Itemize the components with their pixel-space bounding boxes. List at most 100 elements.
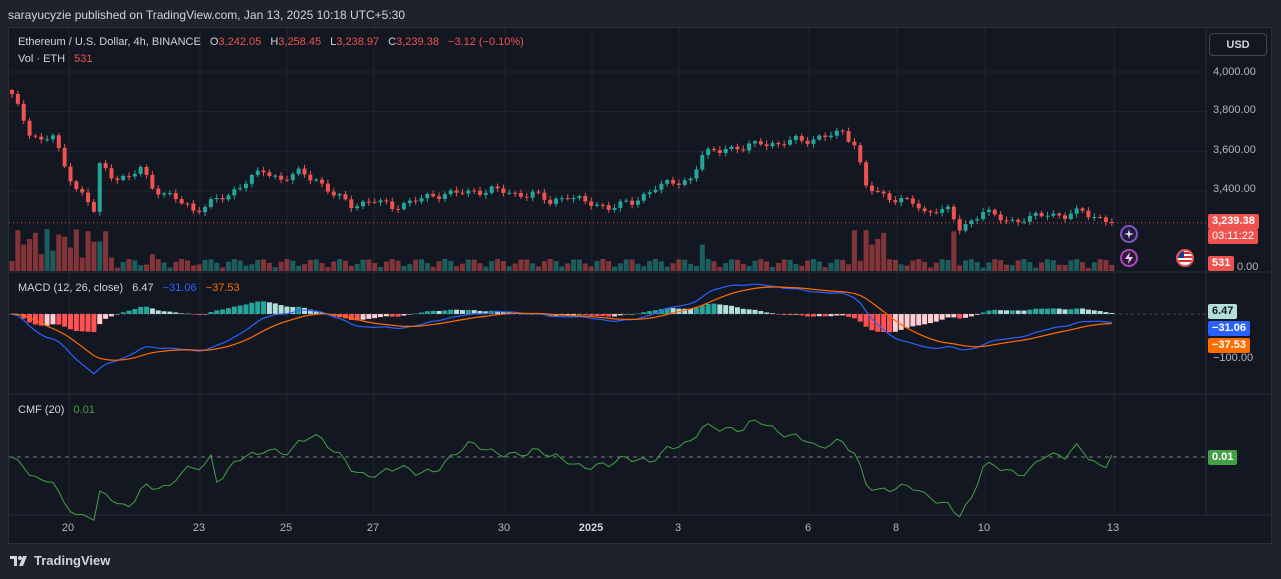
volume-bar <box>957 265 963 271</box>
volume-bar <box>220 267 226 271</box>
candle-body <box>10 90 14 95</box>
macd-label[interactable]: MACD (12, 26, close) <box>18 282 124 294</box>
candle-body <box>15 94 20 104</box>
macd-histogram-bar <box>764 312 770 314</box>
volume-bar <box>465 259 471 271</box>
macd-histogram-bar <box>600 314 606 317</box>
macd-histogram-bar <box>951 314 957 318</box>
volume-bar <box>395 260 401 271</box>
volume-bar <box>214 262 220 271</box>
candle-body <box>86 192 91 203</box>
macd-line-value: −31.06 <box>162 282 197 294</box>
macd-histogram-bar <box>161 311 167 314</box>
volume-bar <box>1062 265 1068 271</box>
candle-body <box>559 198 564 200</box>
candle-body <box>150 174 155 189</box>
symbol-title[interactable]: Ethereum / U.S. Dollar, 4h, BINANCE <box>18 36 201 48</box>
candle-body <box>741 149 746 151</box>
candle-body <box>758 141 763 145</box>
volume-bar <box>1021 259 1027 271</box>
candle-body <box>1027 215 1032 222</box>
currency-button[interactable]: USD <box>1209 33 1267 56</box>
volume-bar <box>547 259 553 271</box>
volume-bar <box>992 259 998 271</box>
volume-bar <box>9 261 15 271</box>
candle-body <box>981 211 986 220</box>
volume-bar <box>1085 267 1091 271</box>
sparkle-icon[interactable] <box>1120 225 1138 243</box>
cmf-value: 0.01 <box>73 404 95 416</box>
cmf-label[interactable]: CMF (20) <box>18 404 65 416</box>
macd-axis-tick: −100.00 <box>1213 352 1254 364</box>
macd-histogram-bar <box>606 314 612 317</box>
macd-histogram-bar <box>366 314 372 319</box>
candle-body <box>518 192 523 197</box>
macd-histogram-bar <box>149 308 155 314</box>
candle-body <box>39 136 44 140</box>
macd-histogram-bar <box>898 314 904 330</box>
volume-bar <box>21 244 27 271</box>
lightning-icon[interactable] <box>1120 249 1138 267</box>
macd-histogram-bar <box>1039 308 1045 314</box>
macd-histogram-bar <box>805 314 811 317</box>
volume-bar <box>945 259 951 271</box>
macd-line-tag: −31.06 <box>1208 321 1250 336</box>
macd-histogram-bar <box>454 309 460 314</box>
candle-body <box>840 130 845 132</box>
macd-histogram-bar <box>828 314 834 317</box>
candle-body <box>513 192 518 194</box>
volume-bar <box>1056 264 1062 271</box>
candle-body <box>50 135 55 140</box>
volume-bar <box>770 267 775 271</box>
volume-bar <box>524 259 530 271</box>
candle-body <box>454 190 459 193</box>
volume-bar <box>313 259 319 271</box>
macd-histogram-bar <box>822 314 828 317</box>
tradingview-logo[interactable]: TradingView <box>10 553 110 568</box>
volume-bar <box>857 260 863 271</box>
macd-histogram-bar <box>1056 308 1062 314</box>
volume-bar <box>325 267 331 271</box>
volume-bar <box>1044 259 1050 271</box>
us-flag-icon[interactable] <box>1176 249 1194 267</box>
volume-bar <box>606 261 612 271</box>
open-key: O <box>209 36 219 48</box>
volume-bar <box>1109 264 1115 271</box>
macd-histogram-bar <box>372 314 378 319</box>
close-value: 3,239.38 <box>396 36 439 48</box>
candle-body <box>255 170 260 175</box>
macd-histogram-bar <box>56 314 62 325</box>
volume-bar <box>851 230 857 271</box>
candle-body <box>109 168 114 179</box>
macd-histogram-bar <box>1109 312 1115 314</box>
volume-bar <box>208 259 214 271</box>
candle-body <box>571 198 576 200</box>
volume-bar <box>348 265 354 271</box>
volume-bar <box>79 257 85 271</box>
candle-body <box>1016 219 1021 222</box>
chart-panel[interactable] <box>8 27 1272 544</box>
volume-label[interactable]: Vol · ETH <box>18 53 66 65</box>
time-tick: 23 <box>192 522 206 534</box>
volume-bar <box>261 259 267 271</box>
macd-histogram-bar <box>974 314 980 315</box>
candle-body <box>864 162 869 186</box>
volume-bar <box>910 260 916 271</box>
candle-body <box>460 192 465 194</box>
macd-hist-tag: 6.47 <box>1208 304 1238 319</box>
macd-histogram-bar <box>97 314 103 325</box>
tradingview-logo-icon <box>10 555 27 566</box>
chart-canvas[interactable] <box>9 28 1271 543</box>
macd-histogram-bar <box>73 314 79 331</box>
volume-bar <box>68 247 73 271</box>
candle-body <box>764 144 769 147</box>
cmf-legend: CMF (20) 0.01 <box>18 404 95 416</box>
candle-body <box>1039 212 1044 217</box>
candle-body <box>1051 213 1056 216</box>
candle-body <box>834 130 839 136</box>
candle-body <box>507 192 512 194</box>
low-value: 3,238.97 <box>336 36 380 48</box>
volume-bar <box>424 263 430 271</box>
candle-body <box>273 175 278 177</box>
candle-body <box>548 199 553 204</box>
